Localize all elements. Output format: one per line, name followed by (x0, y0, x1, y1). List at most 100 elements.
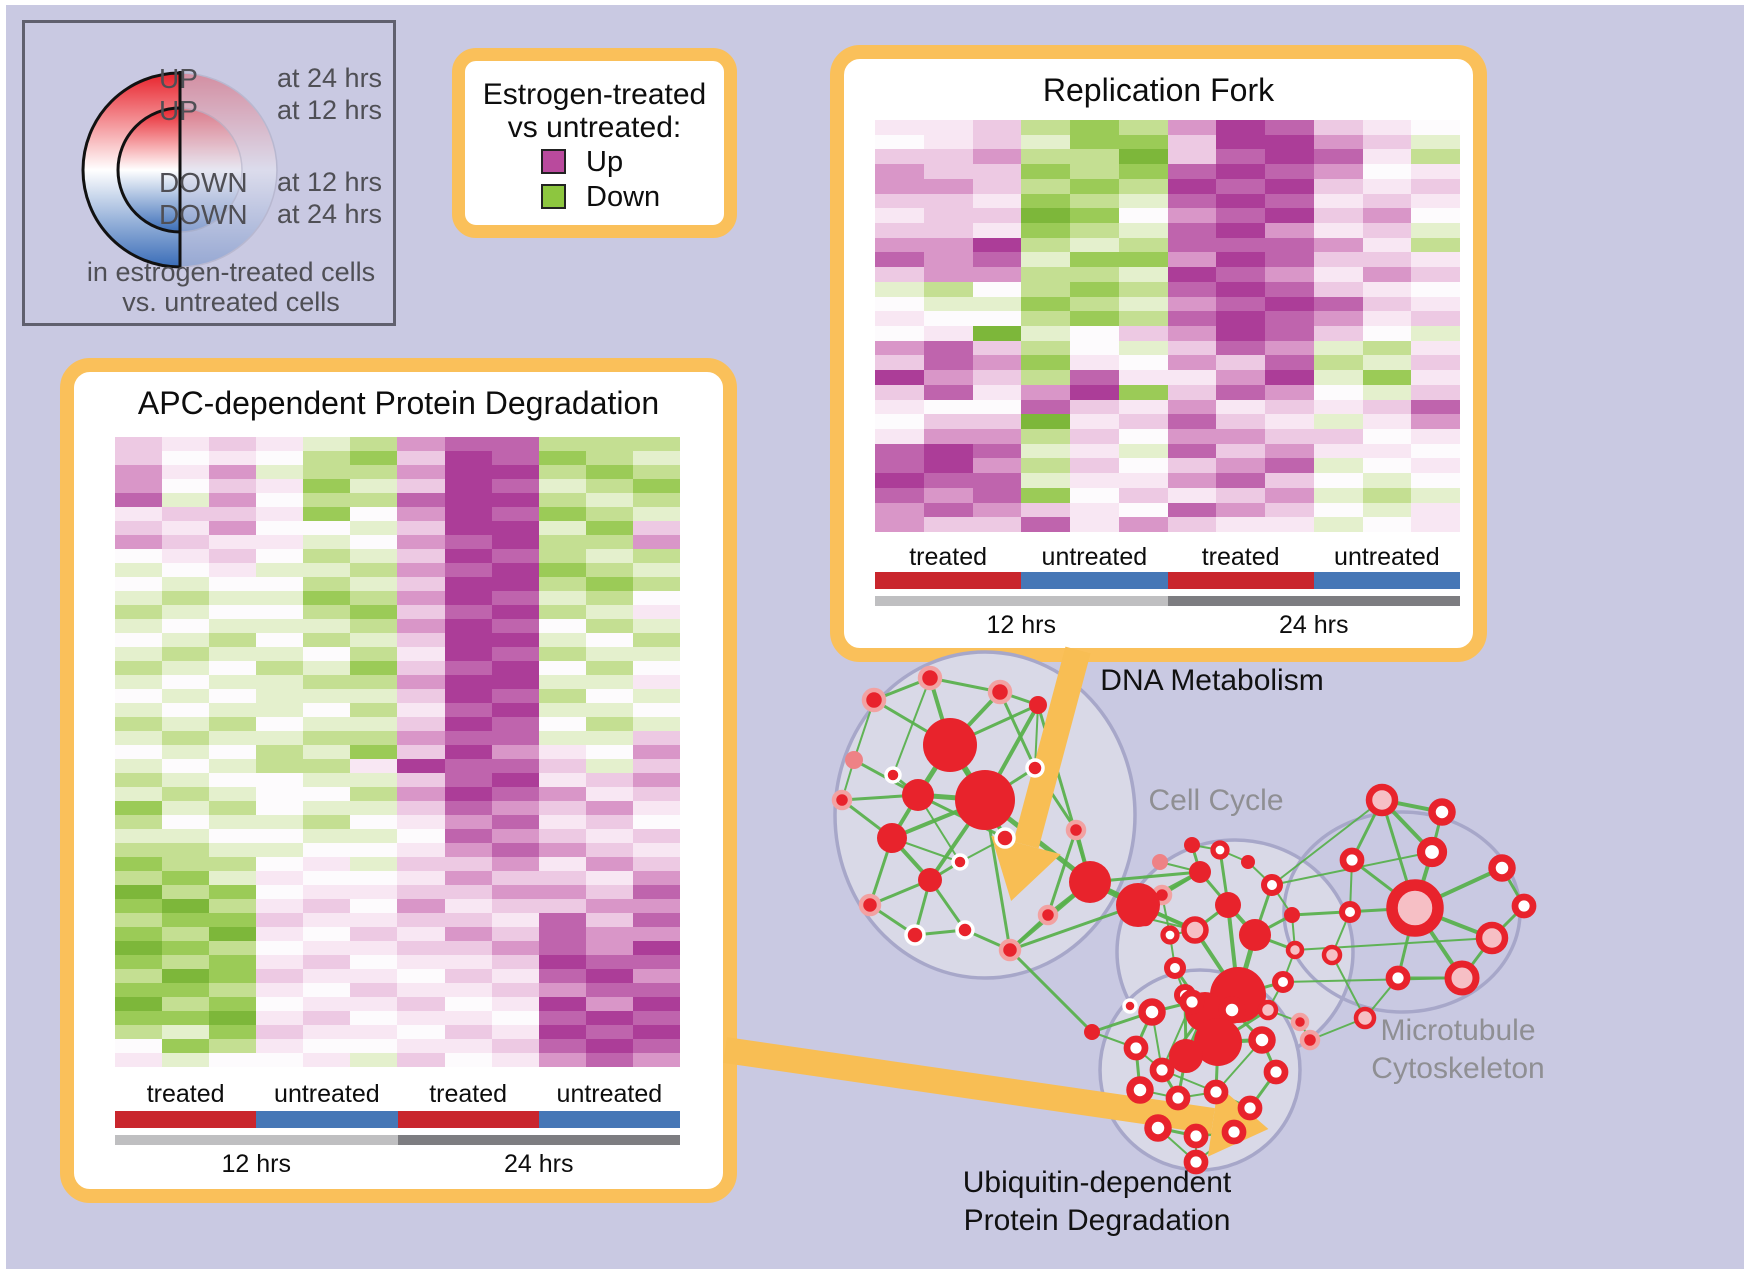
heatmap-cell (1313, 326, 1363, 341)
heatmap-cell (1070, 355, 1119, 371)
heatmap-cell (162, 997, 210, 1011)
heatmap-cell (397, 815, 445, 829)
heatmap-cell (538, 927, 586, 941)
heatmap-cell (632, 1025, 680, 1039)
gene-node (1160, 925, 1180, 945)
heatmap-cell (923, 473, 973, 488)
heatmap-cell (1070, 296, 1119, 312)
heatmap-cell (1021, 134, 1070, 150)
heatmap-cell (115, 451, 163, 465)
heatmap-cell (1411, 296, 1460, 312)
heatmap-cell (209, 507, 257, 521)
gene-node (1321, 944, 1343, 966)
heatmap-cell (350, 983, 398, 997)
rf-time-labels: 12 hrs 24 hrs (875, 611, 1460, 640)
heatmap-cell (491, 885, 539, 899)
heatmap-cell (350, 437, 398, 451)
up-down-circles-graphic (81, 71, 278, 269)
panel-to-cluster-arrow-shaft (723, 1037, 1215, 1134)
heatmap-cell (1118, 296, 1168, 312)
heatmap-cell (538, 955, 586, 969)
heatmap-cell (350, 885, 398, 899)
heatmap-cell (585, 717, 633, 731)
heatmap-cell (303, 801, 351, 815)
heatmap-cell (585, 689, 633, 703)
heatmap-cell (1021, 473, 1070, 488)
replication-fork-title: Replication Fork (1042, 72, 1275, 108)
heatmap-cell (397, 465, 445, 479)
heatmap-cell (538, 521, 586, 535)
gene-node (1025, 758, 1045, 778)
heatmap-cell (632, 969, 680, 983)
heatmap-cell (491, 1053, 539, 1067)
heatmap-cell (632, 955, 680, 969)
heatmap-cell (1411, 237, 1460, 253)
heatmap-cell (1216, 252, 1265, 268)
heatmap-cell (444, 745, 492, 759)
heatmap-cell (1070, 120, 1119, 135)
heatmap-cell (256, 465, 304, 479)
circle-legend-box: UP UP DOWN DOWN at 24 hrs at 12 hrs at 1… (22, 20, 396, 326)
network-edge (1271, 799, 1383, 886)
heatmap-cell (209, 955, 257, 969)
heatmap-cell (1362, 458, 1412, 474)
heatmap-cell (444, 941, 492, 955)
heatmap-cell (303, 479, 351, 493)
heatmap-cell (585, 647, 633, 661)
heatmap-cell (585, 633, 633, 647)
heatmap-cell (875, 223, 924, 238)
heatmap-cell (585, 619, 633, 633)
heatmap-cell (256, 913, 304, 927)
heatmap-cell (632, 857, 680, 871)
heatmap-cell (538, 787, 586, 801)
heatmap-cell (397, 913, 445, 927)
heatmap-cell (1216, 134, 1265, 150)
gene-node (1194, 1018, 1242, 1066)
heatmap-cell (491, 479, 539, 493)
heatmap-cell (491, 787, 539, 801)
heatmap-cell (491, 437, 539, 451)
heatmap-cell (209, 745, 257, 759)
gene-node (994, 827, 1016, 849)
heatmap-cell (397, 759, 445, 773)
rf-treatment-bar (875, 572, 1460, 589)
heatmap-cell (397, 1039, 445, 1053)
heatmap-cell (444, 773, 492, 787)
heatmap-cell (256, 871, 304, 885)
heatmap-cell (350, 997, 398, 1011)
heatmap-cell (1070, 208, 1119, 223)
heatmap-cell (1167, 502, 1217, 518)
heatmap-cell (1118, 384, 1168, 400)
heatmap-cell (162, 661, 210, 675)
heatmap-cell (1265, 296, 1314, 312)
heatmap-cell (491, 689, 539, 703)
gene-node (861, 687, 887, 713)
heatmap-cell (350, 717, 398, 731)
heatmap-cell (491, 983, 539, 997)
heatmap-cell (256, 801, 304, 815)
heatmap-cell (1021, 370, 1070, 385)
gene-node (1444, 960, 1480, 996)
heatmap-cell (585, 703, 633, 717)
heatmap-cell (875, 252, 924, 268)
heatmap-cell (1362, 134, 1412, 150)
heatmap-cell (397, 871, 445, 885)
heatmap-cell (303, 829, 351, 843)
gene-node (1138, 998, 1166, 1026)
gene-node (858, 893, 882, 917)
heatmap-cell (1313, 149, 1363, 165)
heatmap-cell (1265, 178, 1314, 194)
heatmap-cell (632, 661, 680, 675)
heatmap-cell (209, 773, 257, 787)
heatmap-cell (115, 899, 163, 913)
heatmap-cell (1167, 384, 1217, 400)
heatmap-cell (256, 675, 304, 689)
network-edge (1034, 704, 1039, 769)
heatmap-cell (162, 563, 210, 577)
heatmap-cell (115, 773, 163, 787)
heatmap-cell (585, 773, 633, 787)
heatmap-cell (115, 1039, 163, 1053)
heatmap-cell (632, 619, 680, 633)
heatmap-cell (1021, 443, 1070, 459)
heatmap-cell (538, 535, 586, 549)
